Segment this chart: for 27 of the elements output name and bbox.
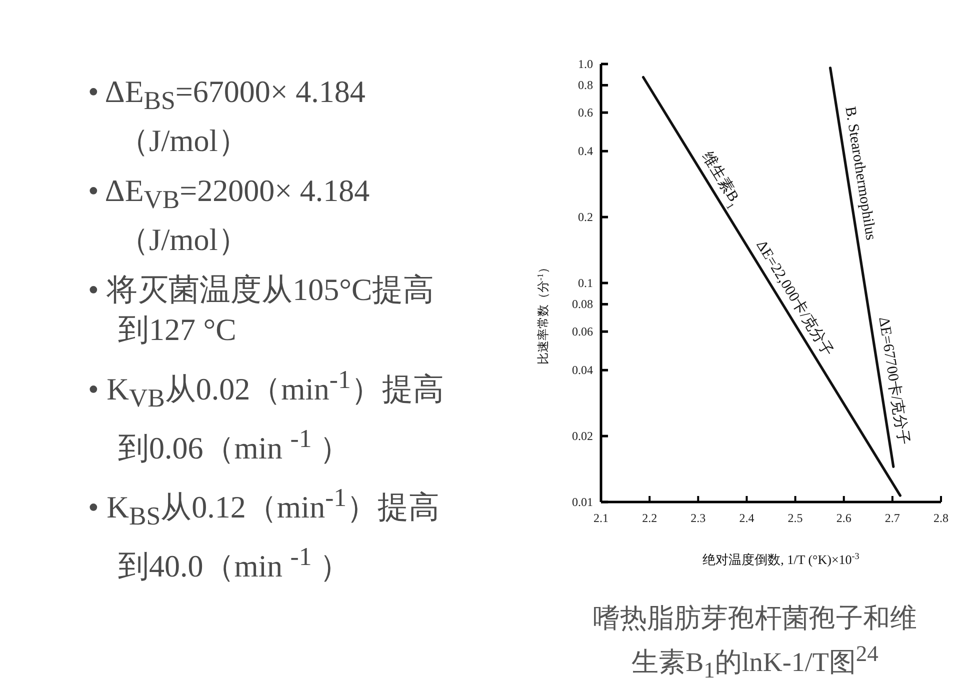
- x-tick-label: 2.8: [934, 511, 948, 525]
- y-tick-label: 0.01: [572, 495, 593, 509]
- y-tick-label: 0.04: [572, 363, 593, 378]
- text: • ΔE$_{BS}$=67000× 4.184（J/mol）: [88, 73, 366, 160]
- x-tick-label: 2.5: [788, 511, 803, 525]
- y-tick-label: 0.2: [578, 210, 593, 224]
- y-tick-label: 0.4: [578, 144, 593, 158]
- y-tick-label: 0.06: [572, 324, 593, 339]
- x-tick-label: 2.6: [836, 511, 852, 525]
- text: • K$_{VB}$从0.02（min$^{-1}$）提高到0.06（min $^{-1}$ ）: [88, 365, 444, 466]
- y-tick-label: 1.0: [578, 57, 593, 71]
- y-tick-label: 0.6: [578, 106, 593, 120]
- x-tick-label: 2.1: [594, 511, 608, 525]
- x-axis-title: 绝对温度倒数, 1/T (°K)×10$^{-3}$: [702, 551, 860, 567]
- y-tick-label: 0.1: [578, 276, 593, 290]
- x-tick-label: 2.7: [884, 511, 900, 525]
- x-tick-label: 2.3: [690, 511, 706, 525]
- text: • ΔE$_{VB}$=22000× 4.184（J/mol）: [88, 172, 371, 260]
- text: • 将灭菌温度从105°C提高到127 °C: [88, 271, 436, 350]
- x-tick-label: 2.4: [739, 511, 754, 525]
- x-tick-label: 2.2: [642, 511, 658, 525]
- annotation: ΔE=67700卡/克分子: [875, 316, 912, 446]
- text: • K$_{BS}$从0.12（min$^{-1}$）提高到40.0（min $^{-1}$ ）: [88, 483, 440, 584]
- y-tick-label: 0.08: [572, 297, 593, 312]
- text: 嗜热脂肪芽孢杆菌孢子和维生素B$_{1}$的lnK-1/T图$^{24}$: [592, 602, 918, 678]
- y-tick-label: 0.02: [572, 429, 593, 444]
- y-tick-label: 0.8: [578, 78, 593, 92]
